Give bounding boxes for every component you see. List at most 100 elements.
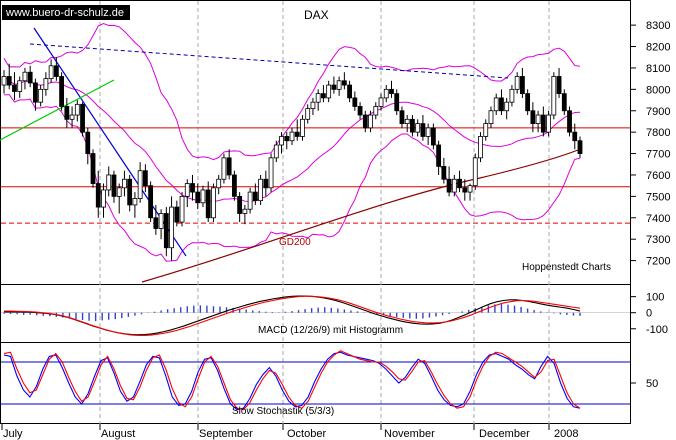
candle-body — [389, 88, 394, 95]
candle-body — [247, 191, 253, 210]
candle-body — [252, 191, 258, 202]
candle-body — [315, 93, 321, 103]
candle-body — [38, 88, 44, 103]
candle-body — [27, 71, 33, 84]
candle-body — [394, 93, 400, 112]
macd-axis-tick-label: -100 — [646, 324, 668, 336]
candle-body — [1, 76, 7, 86]
candle-body — [127, 178, 133, 206]
candle-body — [467, 185, 473, 193]
candle-body — [231, 174, 237, 197]
candle-body — [577, 140, 583, 154]
vertical-gridlines — [99, 1, 550, 424]
candle-body — [430, 127, 436, 146]
candle-body — [483, 123, 489, 137]
price-axis-tick-label: 7400 — [646, 213, 670, 225]
candle-body — [33, 82, 38, 103]
candle-body — [101, 189, 106, 208]
candle-body — [530, 110, 536, 124]
price-axis-tick-label: 7300 — [646, 234, 670, 246]
macd-series-line-1 — [4, 295, 581, 337]
candle-body — [190, 183, 195, 193]
candle-body — [268, 157, 274, 189]
candle-body — [383, 88, 389, 99]
candle-body — [17, 80, 23, 92]
credit-label: Hoppenstedt Charts — [522, 262, 611, 273]
candle-body — [59, 76, 64, 107]
candle-body — [12, 84, 17, 92]
candle-body — [169, 206, 174, 249]
candle-body — [90, 153, 96, 184]
watermark-text: www.buero-dr-schulz.de — [5, 7, 124, 19]
candle-body — [279, 136, 284, 146]
candle-body — [132, 198, 138, 206]
candle-body — [294, 131, 300, 137]
price-axis-tick-label: 7800 — [646, 127, 670, 139]
price-axis-tick-label: 8300 — [646, 20, 670, 32]
candle-body — [499, 97, 504, 112]
x-tick-july: July — [3, 428, 23, 440]
candle-body — [80, 103, 85, 133]
candle-body — [415, 123, 421, 133]
candle-body — [48, 65, 54, 80]
candle-body — [258, 178, 263, 202]
candle-body — [525, 93, 531, 112]
candle-body — [284, 136, 290, 142]
candle-body — [158, 213, 164, 229]
candle-body — [22, 71, 28, 82]
candle-body — [111, 174, 117, 197]
candle-body — [142, 170, 148, 187]
candle-body — [420, 123, 426, 137]
candle-body — [341, 80, 347, 86]
watermark-box — [2, 5, 130, 20]
x-tick-october: October — [287, 428, 326, 440]
candle-body — [211, 187, 216, 219]
candle-body — [226, 157, 232, 176]
candle-body — [163, 213, 169, 249]
candle-body — [399, 110, 405, 124]
candle-body — [410, 118, 415, 133]
stochastic-title: Slow Stochastik (5/3/3) — [232, 406, 334, 417]
candle-body — [457, 178, 462, 189]
candle-body — [556, 76, 562, 95]
candle-body — [331, 84, 337, 90]
macd-title: MACD (12/26/9) mit Histogramm — [258, 325, 403, 336]
x-tick-december: December — [479, 428, 530, 440]
candle-body — [572, 131, 578, 142]
candle-body — [478, 136, 483, 159]
candle-body — [404, 118, 410, 124]
chart-title: DAX — [304, 8, 329, 22]
price-axis-tick-label: 7700 — [646, 149, 670, 161]
candle-body — [69, 114, 75, 120]
candle-body — [551, 76, 557, 116]
bollinger-middle-line — [3, 76, 581, 203]
candle-body — [64, 106, 70, 120]
candle-body — [567, 110, 572, 133]
axis-ticks: 7200 7300 7400 7500 7600 7700 7800 7900 8000 8100… — [1, 20, 670, 430]
candle-body — [535, 114, 541, 124]
gd200-label: GD200 — [279, 237, 311, 248]
candle-body — [321, 93, 326, 99]
candle-body — [362, 114, 368, 129]
price-axis-tick-label: 7600 — [646, 170, 670, 182]
candle-body — [310, 101, 316, 110]
stochastic-axis-tick-label: 50 — [646, 378, 658, 390]
price-axis-tick-label: 8100 — [646, 63, 670, 75]
candle-body — [122, 178, 127, 189]
uptrend-channel-line — [0, 79, 115, 141]
x-tick-august: August — [101, 428, 135, 440]
candle-body — [137, 170, 143, 199]
candle-body — [352, 97, 358, 107]
candle-body — [95, 183, 101, 208]
reference-lines — [0, 27, 630, 283]
candle-body — [205, 189, 211, 219]
candle-body — [6, 76, 12, 86]
candle-body — [195, 191, 201, 204]
price-axis-tick-label: 7900 — [646, 106, 670, 118]
candle-body — [472, 157, 478, 187]
macd-axis-tick-label: 0 — [646, 308, 652, 320]
candle-body — [368, 114, 373, 129]
candle-body — [540, 114, 546, 133]
candle-body — [221, 157, 227, 180]
